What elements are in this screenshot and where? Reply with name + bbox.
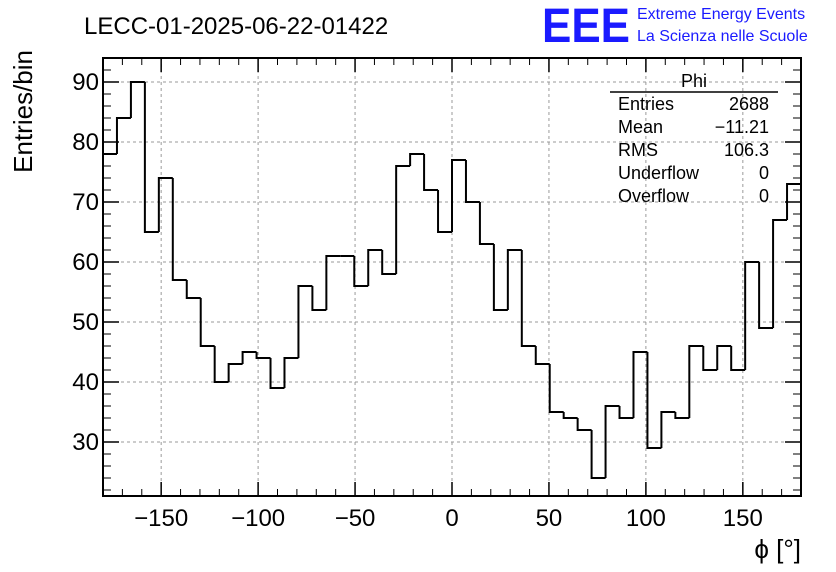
histogram-bin (506, 249, 522, 310)
histogram-bin (381, 250, 397, 275)
stats-value: 106.3 (724, 140, 769, 160)
histogram-bin (437, 190, 452, 233)
histogram-bin (730, 346, 746, 371)
histogram-bin (758, 262, 774, 329)
histogram-bin (688, 345, 704, 418)
histogram-bin (548, 364, 564, 413)
x-tick-label: −50 (335, 505, 376, 532)
chart-title: LECC-01-2025-06-22-01422 (84, 13, 388, 40)
histogram-bin (562, 412, 578, 419)
histogram-bin (618, 406, 634, 419)
histogram-bin (255, 352, 271, 359)
histogram-bin (492, 244, 508, 311)
histogram-bin (464, 160, 480, 203)
histogram-bin (772, 219, 788, 328)
histogram-bin (786, 183, 801, 220)
histogram-bin (227, 363, 243, 382)
histogram-bin (185, 280, 201, 299)
stats-label: RMS (618, 140, 658, 160)
histogram-bin (241, 351, 257, 364)
histogram-bin (297, 285, 313, 358)
stats-label: Mean (618, 117, 663, 137)
histogram-bin (143, 82, 159, 233)
histogram-bin (590, 430, 606, 479)
y-tick-label: 30 (72, 429, 99, 456)
histogram-bin (171, 178, 187, 281)
histogram-bin (283, 357, 299, 388)
histogram-bin (367, 249, 383, 286)
stats-label: Underflow (618, 163, 700, 183)
x-tick-label: 50 (536, 505, 563, 532)
histogram-bin (744, 261, 760, 370)
histogram-bin (311, 286, 327, 311)
eee-line2: La Scienza nelle Scuole (637, 28, 808, 45)
histogram-bin (646, 352, 662, 449)
histogram-bin (604, 405, 620, 478)
histogram-bin (129, 81, 145, 118)
histogram-bin (213, 346, 229, 383)
y-tick-label: 70 (72, 189, 99, 216)
x-tick-label: 150 (723, 505, 763, 532)
histogram-bin (660, 411, 676, 448)
histogram-bin (674, 412, 690, 419)
y-tick-label: 90 (72, 69, 99, 96)
eee-branding: EEE Extreme Energy Events La Scienza nel… (542, 0, 808, 53)
y-tick-label: 50 (72, 309, 99, 336)
histogram-bin (423, 154, 439, 191)
histogram-bin (353, 256, 369, 287)
histogram-bin (395, 165, 411, 274)
stats-label: Overflow (618, 186, 690, 206)
x-tick-label: 0 (445, 505, 458, 532)
histogram-bin (632, 351, 648, 418)
x-tick-label: 100 (626, 505, 666, 532)
grid (103, 58, 801, 496)
histogram-bin (199, 298, 215, 347)
y-tick-label: 80 (72, 129, 99, 156)
histogram-bin (157, 177, 173, 232)
histogram-bin (576, 418, 592, 431)
x-tick-label: −100 (231, 505, 285, 532)
stats-value: −11.21 (715, 117, 769, 137)
eee-line1: Extreme Energy Events (637, 6, 805, 23)
histogram-series (103, 81, 801, 479)
stats-title: Phi (681, 71, 707, 91)
histogram-bin (325, 255, 341, 310)
histogram-bin (269, 358, 285, 389)
y-tick-label: 60 (72, 249, 99, 276)
histogram-bin (409, 153, 425, 166)
x-axis-label: ϕ [°] (754, 534, 801, 564)
stats-label: Entries (618, 94, 674, 114)
y-axis-label: Entries/bin (8, 50, 38, 173)
x-tick-label: −150 (134, 505, 188, 532)
y-tick-label: 40 (72, 369, 99, 396)
histogram-bin (702, 346, 718, 371)
histogram-bin (451, 159, 466, 232)
histogram-bin (716, 345, 732, 370)
eee-logo: EEE (542, 0, 630, 53)
stats-value: 2688 (729, 94, 769, 114)
stats-value: 0 (759, 186, 769, 206)
axis-ticks: −150 −100 −50 0 50 100 150 30 40 50 60 70 80 90 (72, 57, 801, 532)
histogram-bin (478, 202, 494, 245)
stats-value: 0 (759, 163, 769, 183)
histogram-bin (520, 250, 536, 347)
histogram-bin (115, 117, 131, 154)
stats-box: Phi Entries 2688 Mean −11.21 RMS 106.3 Underfl… (610, 71, 778, 206)
histogram-bin (534, 346, 550, 365)
